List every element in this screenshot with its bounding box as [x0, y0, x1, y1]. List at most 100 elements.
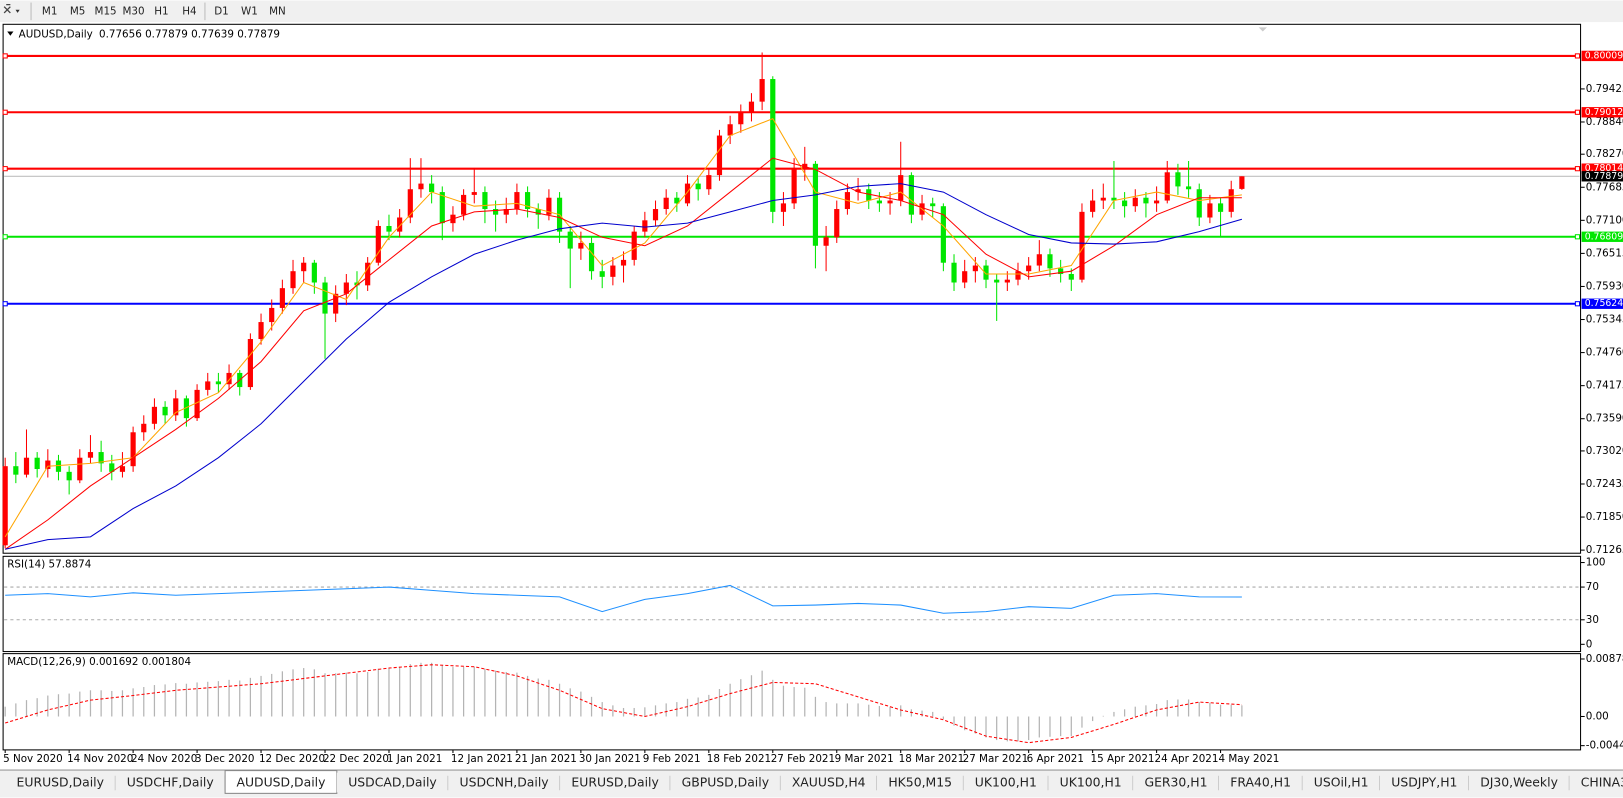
- candle-body: [1132, 197, 1138, 207]
- candle-body: [482, 192, 488, 210]
- timeframe-button[interactable]: D1: [214, 5, 229, 17]
- candle-body: [247, 339, 253, 388]
- candle-body: [631, 231, 637, 260]
- tab[interactable]: USDJPY,H1: [1379, 772, 1470, 793]
- tab-label[interactable]: XAUUSD,H4: [792, 775, 866, 790]
- candle-body: [524, 192, 531, 210]
- tab[interactable]: AUDUSD,Daily: [224, 770, 338, 794]
- tab-label[interactable]: EURUSD,Daily: [571, 775, 658, 790]
- last-price-label: 0.77879: [1585, 171, 1623, 182]
- tab[interactable]: GER30,H1: [1133, 772, 1220, 793]
- timeframe-button[interactable]: M30: [122, 5, 144, 17]
- candle-body: [418, 183, 424, 190]
- tab-label[interactable]: USDCHF,Daily: [127, 775, 214, 790]
- tab-label[interactable]: EURUSD,Daily: [17, 775, 104, 790]
- y-tick-label: 30: [1586, 614, 1599, 626]
- tab-bg: [1468, 772, 1570, 793]
- tab-label[interactable]: HK50,M15: [888, 775, 952, 790]
- timeframe-button[interactable]: W1: [241, 5, 258, 17]
- tab[interactable]: GBPUSD,Daily: [670, 772, 781, 793]
- candle-body: [279, 288, 285, 308]
- candle-body: [386, 225, 392, 232]
- moving-average: [4, 117, 1242, 538]
- rsi-title: RSI(14) 57.8874: [7, 559, 91, 571]
- timeframe-button[interactable]: H4: [182, 5, 196, 17]
- tab[interactable]: USDCNH,Daily: [448, 772, 561, 793]
- candle-body: [439, 192, 445, 224]
- tab[interactable]: DJ30,Weekly: [1468, 772, 1570, 793]
- candle-body: [141, 423, 147, 433]
- candle-body: [333, 293, 339, 314]
- tab-label[interactable]: GER30,H1: [1144, 775, 1207, 790]
- tab[interactable]: UK100,H1: [963, 772, 1049, 793]
- shift-marker: [1258, 27, 1267, 32]
- y-tick-label: 0.72435: [1586, 478, 1623, 490]
- candle-body: [1111, 197, 1117, 201]
- tab-label[interactable]: AUDUSD,Daily: [236, 775, 325, 790]
- tab-bg: [1048, 772, 1134, 793]
- level-label-bg: [1581, 298, 1623, 309]
- tab[interactable]: UK100,H1: [1048, 772, 1134, 793]
- timeframe-button[interactable]: MN: [269, 5, 286, 17]
- tab[interactable]: EURUSD,Daily: [560, 772, 671, 793]
- symbol-menu-arrow[interactable]: [7, 31, 14, 36]
- timeframe-button[interactable]: M5: [70, 5, 86, 17]
- level-label: 0.76809: [1585, 231, 1623, 242]
- level-anchor: [1574, 234, 1581, 240]
- candle-body: [173, 398, 179, 416]
- candle-body: [429, 183, 435, 193]
- level-anchor: [2, 234, 8, 240]
- y-tick-label: -0.004451: [1586, 740, 1623, 752]
- tab[interactable]: CHINA300,H1: [1569, 772, 1623, 793]
- x-tick-label: 30 Jan 2021: [579, 753, 641, 765]
- tab-label[interactable]: UK100,H1: [1060, 775, 1122, 790]
- candle-body: [194, 389, 200, 419]
- candle-body: [290, 271, 296, 289]
- tab-label[interactable]: DJ30,Weekly: [1480, 775, 1558, 790]
- tab[interactable]: USDCHF,Daily: [115, 772, 226, 793]
- moving-average: [4, 157, 1242, 550]
- tab-label[interactable]: USDCNH,Daily: [460, 775, 549, 790]
- chart-quote: 0.77656 0.77879 0.77639 0.77879: [99, 29, 280, 41]
- level-label-bg: [1581, 50, 1623, 62]
- tab-label[interactable]: CHINA300,H1: [1581, 775, 1623, 790]
- tab-label[interactable]: USDCAD,Daily: [348, 775, 437, 790]
- candle-body: [588, 242, 595, 272]
- candle-body: [642, 220, 648, 232]
- candle-body: [119, 466, 126, 472]
- candle-body: [66, 471, 72, 481]
- tab-label[interactable]: USDJPY,H1: [1391, 775, 1457, 790]
- tab[interactable]: FRA40,H1: [1218, 772, 1303, 793]
- x-tick-label: 5 Nov 2020: [3, 753, 63, 765]
- candle-body: [322, 282, 328, 314]
- tab-label[interactable]: GBPUSD,Daily: [682, 775, 769, 790]
- candle-body: [727, 124, 733, 136]
- candle-body: [493, 209, 499, 215]
- candle-body: [301, 262, 307, 272]
- tab-label[interactable]: USOil,H1: [1314, 775, 1369, 790]
- macd-title: MACD(12,26,9) 0.001692 0.001804: [7, 656, 191, 668]
- candle-body: [983, 265, 989, 280]
- candle-body: [898, 175, 904, 201]
- toolbar-icon[interactable]: [3, 3, 20, 14]
- tab-bg: [780, 772, 877, 793]
- timeframe-button[interactable]: H1: [154, 5, 168, 17]
- candle-body: [1036, 254, 1042, 266]
- candle-body: [1185, 186, 1192, 190]
- timeframe-button[interactable]: M15: [95, 5, 117, 17]
- tab-label[interactable]: UK100,H1: [975, 775, 1037, 790]
- candle-body: [748, 101, 755, 113]
- tab[interactable]: EURUSD,Daily: [5, 772, 116, 793]
- tab[interactable]: USOil,H1: [1302, 772, 1381, 793]
- tab[interactable]: USDCAD,Daily: [336, 772, 449, 793]
- timeframe-button[interactable]: M1: [42, 5, 58, 17]
- candle-body: [1090, 200, 1096, 212]
- tab[interactable]: XAUUSD,H4: [780, 772, 878, 793]
- tab-label[interactable]: FRA40,H1: [1230, 775, 1291, 790]
- tab[interactable]: HK50,M15: [876, 772, 964, 793]
